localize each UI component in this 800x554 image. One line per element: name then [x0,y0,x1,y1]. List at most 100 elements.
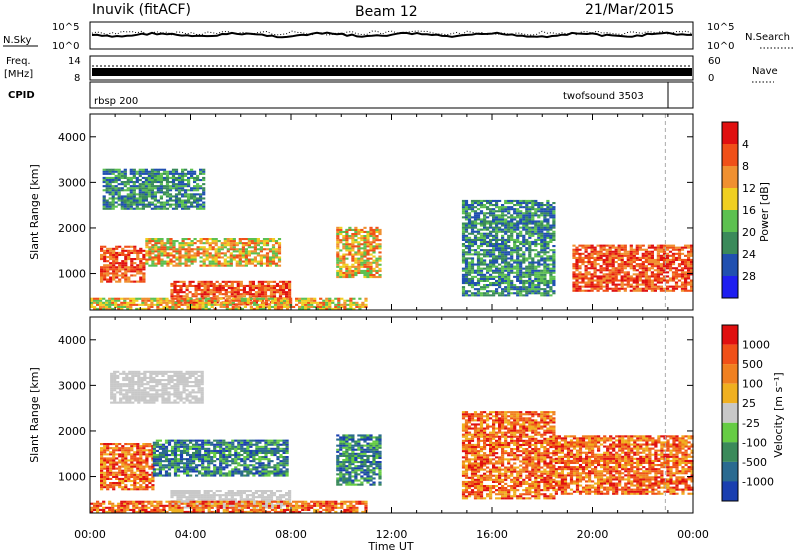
echo-cell [212,284,216,287]
echo-cell [334,303,338,306]
echo-cell [528,290,532,293]
echo-cell [266,282,271,285]
echo-cell [575,269,579,272]
echo-cell [153,195,157,198]
echo-cell [169,258,173,261]
echo-cell [100,488,104,491]
echo-cell [668,265,673,268]
echo-cell [117,203,121,206]
echo-cell [124,463,128,466]
echo-cell [534,277,538,280]
echo-cell [265,240,270,243]
echo-cell [285,280,289,283]
echo-cell [96,307,100,310]
echo-cell [152,445,156,448]
echo-cell [513,212,517,215]
echo-cell [614,285,618,288]
echo-cell [155,472,159,475]
echo-cell [237,305,241,308]
echo-cell [190,203,194,206]
echo-cell [129,168,133,171]
echo-cell [202,191,206,194]
echo-cell [534,240,538,243]
echo-cell [470,249,475,252]
echo-cell [234,462,238,465]
echo-cell [623,252,627,255]
echo-cell [495,271,499,274]
echo-cell [650,263,654,266]
echo-cell [316,303,320,306]
echo-cell [173,439,178,442]
echo-cell [486,275,490,278]
echo-cell [470,286,475,289]
echo-cell [147,299,151,302]
echo-cell [572,244,576,247]
echo-cell [596,258,600,261]
echo-cell [103,264,107,267]
echo-cell [674,267,679,270]
echo-cell [170,439,175,442]
echo-cell [277,248,282,251]
echo-cell [114,303,118,306]
echo-cell [653,246,657,249]
echo-cell [213,439,217,442]
echo-cell [277,242,282,245]
cpid-panel [89,81,694,109]
echo-cell [249,297,253,300]
echo-cell [596,244,600,247]
echo-cell [263,284,268,287]
echo-cell [687,283,691,286]
echo-cell [263,289,268,292]
echo-cell [351,276,355,279]
echo-cell [202,168,206,171]
echo-cell [528,220,532,223]
echo-cell [354,269,358,272]
echo-cell [486,240,490,243]
echo-cell [145,465,149,468]
echo-cell [190,195,194,198]
echo-cell [142,262,146,265]
echo-cell [184,185,188,188]
echo-cell [176,441,181,444]
echo-cell [608,265,612,268]
echo-cell [543,214,547,217]
echo-cell [112,461,116,464]
echo-cell [492,253,496,256]
echo-cell [608,281,612,284]
echo-cell [650,271,654,274]
echo-cell [629,265,633,268]
echo-cell [109,268,113,271]
echo-cell [590,246,594,249]
echo-cell [307,303,311,306]
echo-cell [241,252,245,255]
echo-cell [186,299,190,302]
echo-cell [552,257,556,260]
echo-cell [115,260,119,263]
echo-cell [339,241,343,244]
echo-cell [473,238,478,241]
echo-cell [193,258,197,261]
echo-cell [331,301,335,304]
echo-cell [461,206,466,209]
echo-cell [114,176,118,179]
echo-cell [489,261,493,264]
echo-cell [156,172,160,175]
echo-cell [464,214,469,217]
echo-cell [157,242,161,245]
echo-cell [620,275,624,278]
echo-cell [138,191,142,194]
echo-cell [133,262,137,265]
echo-cell [130,262,134,265]
echo-cell [265,262,270,265]
echo-cell [129,307,133,310]
echo-cell [245,293,249,296]
echo-cell [117,195,121,198]
echo-cell [537,275,541,278]
echo-cell [248,282,252,285]
echo-cell [507,282,511,285]
echo-cell [109,482,113,485]
echo-cell [237,451,241,454]
echo-cell [90,297,94,300]
echo-cell [479,259,484,262]
echo-cell [537,222,541,225]
